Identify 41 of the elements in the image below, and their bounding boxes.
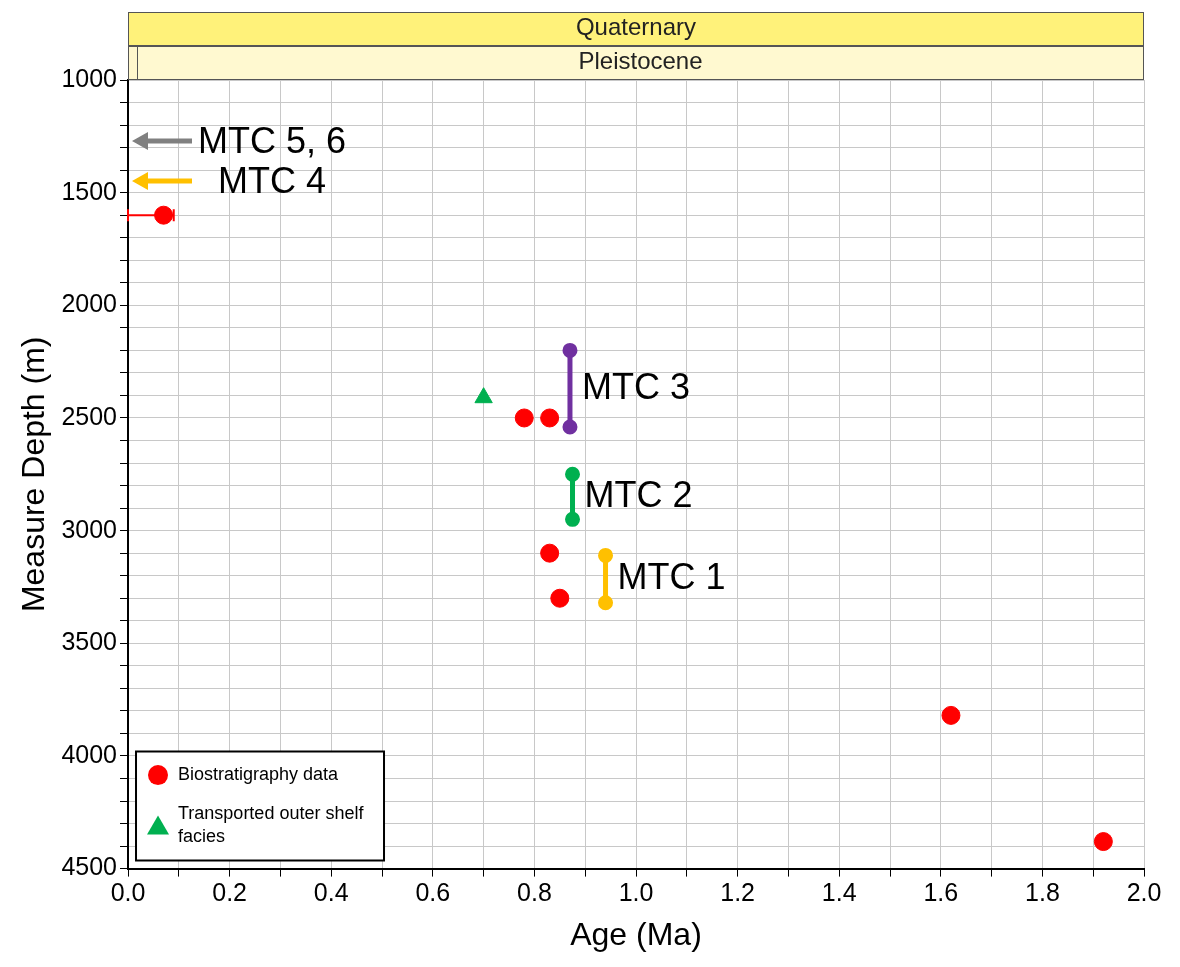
- y-tick-label: 2500: [61, 401, 118, 430]
- y-tick-label: 1500: [61, 176, 118, 205]
- point: [540, 408, 560, 428]
- y-tick-label: 1000: [61, 63, 118, 92]
- x-tick-label: 1.8: [1025, 878, 1060, 907]
- point: [598, 595, 614, 611]
- point: [562, 419, 578, 435]
- point: [514, 408, 534, 428]
- point: [598, 547, 614, 563]
- y-tick-label: 3000: [61, 514, 118, 543]
- x-tick-label: 0.8: [517, 878, 552, 907]
- x-axis-title: Age (Ma): [570, 915, 702, 952]
- point: [565, 466, 581, 482]
- y-tick-label: 3500: [61, 627, 118, 656]
- y-tick-label: 4500: [61, 852, 118, 881]
- series-label: MTC 1: [617, 555, 726, 597]
- series-label: MTC 2: [584, 473, 693, 515]
- y-tick-label: 2000: [61, 289, 118, 318]
- series-label: MTC 3: [581, 365, 690, 407]
- x-tick-label: 0.4: [313, 878, 349, 907]
- y-axis-title: Measure Depth (m): [15, 336, 52, 613]
- text: Pleistocene: [577, 47, 704, 76]
- legend-label: Transported outer shelf facies: [178, 803, 365, 847]
- x-tick-label: 0.0: [110, 878, 146, 907]
- y-tick-label: 4000: [61, 739, 118, 768]
- point: [562, 342, 578, 358]
- legend-label: Biostratigraphy data: [178, 764, 340, 785]
- x-tick-label: 2.0: [1126, 878, 1162, 907]
- point: [550, 588, 570, 608]
- point: [565, 511, 581, 527]
- point: [1093, 832, 1113, 852]
- x-tick-label: 0.6: [415, 878, 451, 907]
- x-tick-label: 1.4: [821, 878, 857, 907]
- x-tick-label: 1.2: [720, 878, 755, 907]
- point: [540, 543, 560, 563]
- point: [474, 387, 493, 404]
- text: Quaternary: [129, 13, 1143, 45]
- x-tick-label: 0.2: [212, 878, 247, 907]
- point: [941, 705, 961, 725]
- x-tick-label: 1.6: [923, 878, 959, 907]
- x-tick-label: 1.0: [618, 878, 654, 907]
